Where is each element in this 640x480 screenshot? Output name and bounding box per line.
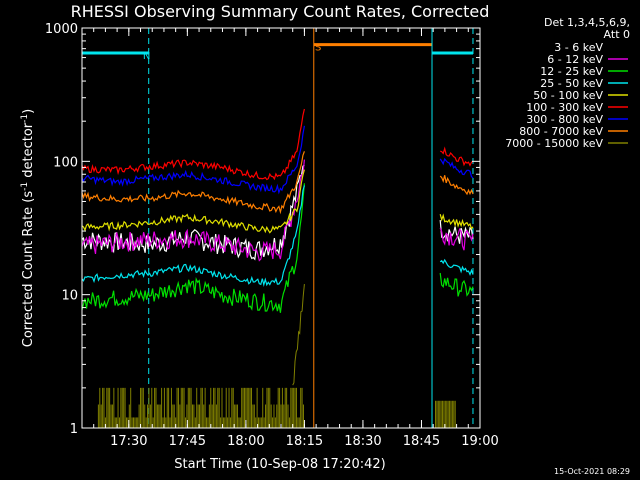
y-axis-label-main: Corrected Count Rate (s <box>21 191 36 348</box>
series-line-1-post <box>439 227 474 251</box>
legend-att: Att 0 <box>604 28 630 41</box>
y-tick-label: 100 <box>53 155 78 170</box>
legend-entry-label: 50 - 100 keV <box>533 89 603 102</box>
chart-title: RHESSI Observing Summary Count Rates, Co… <box>71 2 490 21</box>
y-tick-label: 1000 <box>45 22 78 37</box>
y-axis-label-sup2: -1 <box>20 114 30 123</box>
legend-header: Det 1,3,4,5,6,9, <box>544 16 630 29</box>
series-7000-15000-kev <box>97 284 456 428</box>
x-tick-label: 18:15 <box>286 434 323 449</box>
series-line-7-post <box>439 175 474 196</box>
x-tick-label: 18:30 <box>344 434 381 449</box>
y-axis-label-end: ) <box>21 109 36 114</box>
legend-entry-label: 6 - 12 keV <box>547 53 603 66</box>
y-axis-label: Corrected Count Rate (s-1 detector-1) <box>20 109 36 347</box>
series-line-3-post <box>439 258 474 276</box>
series-line-5-pre <box>81 108 305 181</box>
series-line-7-pre <box>81 151 305 215</box>
series-line-5-post <box>440 146 474 167</box>
y-axis-label-mid: detector <box>21 122 36 182</box>
plot-area: N S 1 10 100 1000 17:30 17:45 18:00 18:15 18:30 18:… <box>45 22 499 449</box>
x-tick-label: 18:45 <box>403 434 440 449</box>
x-tick-label: 18:00 <box>227 434 264 449</box>
series-line-4-pre <box>81 169 305 234</box>
legend-entry-label: 3 - 6 keV <box>554 41 603 54</box>
legend-entry-label: 800 - 7000 keV <box>519 125 603 138</box>
x-tick-label: 19:00 <box>461 434 498 449</box>
series-line-2-pre <box>81 183 305 313</box>
flag-label-1: S <box>315 43 321 54</box>
series-line-6-post <box>439 157 474 179</box>
series-line-7000-15000 <box>292 284 305 386</box>
series-line-4-post <box>439 213 474 230</box>
x-tick-label: 17:45 <box>169 434 206 449</box>
series-line-3-pre <box>81 185 305 288</box>
y-tick-label: 10 <box>61 289 78 304</box>
series-line-6-pre <box>81 125 305 195</box>
legend-entry-label: 300 - 800 keV <box>526 113 603 126</box>
legend-entry-label: 7000 - 15000 keV <box>505 137 603 150</box>
y-axis-label-sup1: -1 <box>20 182 30 191</box>
x-tick-label: 17:30 <box>110 434 147 449</box>
x-axis-label: Start Time (10-Sep-08 17:20:42) <box>174 457 385 472</box>
timestamp: 15-Oct-2021 08:29 <box>554 467 630 476</box>
flag-label-0: N <box>143 51 150 62</box>
series-line-1-pre <box>81 159 305 262</box>
legend-entry-label: 100 - 300 keV <box>526 101 603 114</box>
legend-entry-label: 25 - 50 keV <box>540 77 603 90</box>
series-line-2-post <box>439 272 474 297</box>
y-tick-label: 1 <box>70 422 78 437</box>
legend-entry-label: 12 - 25 keV <box>540 65 603 78</box>
